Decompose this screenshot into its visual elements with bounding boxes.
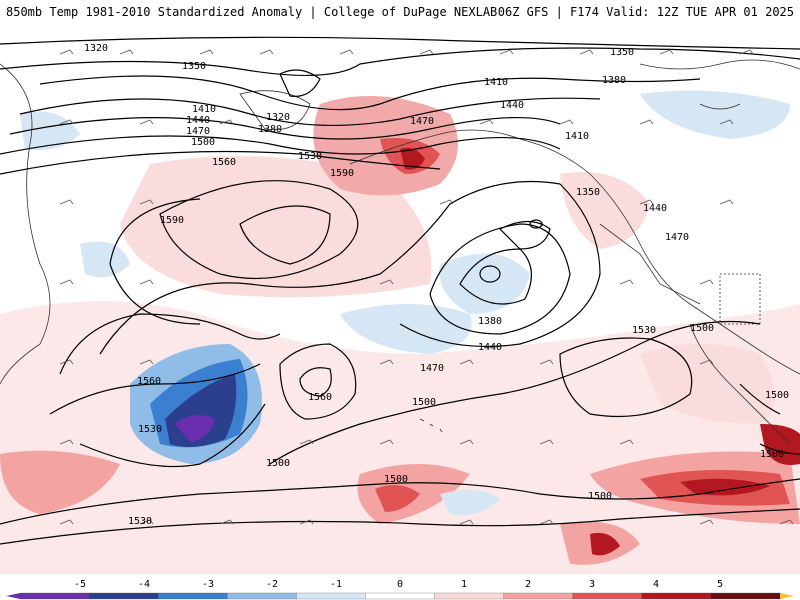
contour-label: 1320 (84, 43, 108, 54)
color-scale-segment (641, 592, 712, 600)
color-scale-tick-label: -4 (138, 579, 150, 590)
contour-label: 1440 (500, 100, 524, 111)
color-scale-tick-label: 1 (461, 579, 467, 590)
contour-label: 1470 (420, 363, 444, 374)
model-run-info: 06Z GFS | F174 Valid: 12Z TUE APR 01 202… (497, 5, 794, 19)
contour-label: 1440 (478, 342, 502, 353)
cool-anomaly-region (440, 490, 500, 515)
contour-label: 1500 (384, 474, 408, 485)
warm-anomaly-region (0, 450, 120, 514)
contour-label: 1500 (588, 491, 612, 502)
color-scale-high-arrow (780, 593, 794, 599)
contour-label: 1500 (760, 449, 784, 460)
contour-label: 1470 (186, 126, 210, 137)
color-scale-svg: -5 -4 -3 -2 -1 0 1 2 3 4 5 (6, 579, 794, 600)
contour-label: 1440 (643, 203, 667, 214)
contour-label: 1350 (576, 187, 600, 198)
contour-label: 1560 (212, 157, 236, 168)
contour-label: 1500 (191, 137, 215, 148)
color-scale-segment (158, 592, 228, 600)
color-scale-tick-label: -5 (74, 579, 86, 590)
warm-anomaly-region (760, 424, 800, 465)
contour-label: 1440 (186, 115, 210, 126)
color-scale-bar: -5 -4 -3 -2 -1 0 1 2 3 4 5 (0, 574, 800, 600)
cool-anomaly-region (175, 415, 215, 442)
color-scale-tick-label: -3 (202, 579, 214, 590)
contour-label: 1380 (602, 75, 626, 86)
warm-anomaly-region (400, 147, 425, 170)
contour-label: 1500 (765, 390, 789, 401)
color-scale-tick-label: 5 (717, 579, 723, 590)
contour-label: 1350 (182, 61, 206, 72)
contour-labels: 1320 1350 1410 1440 1470 1500 1530 1560 … (84, 43, 789, 527)
contour-label: 1410 (565, 131, 589, 142)
contour-label: 1590 (330, 168, 354, 179)
color-scale-segment (88, 592, 159, 600)
contour-label: 1380 (258, 124, 282, 135)
color-scale-tick-label: 4 (653, 579, 659, 590)
color-scale-segment (227, 592, 298, 600)
contour-label: 1530 (632, 325, 656, 336)
cool-anomaly-region (80, 241, 130, 278)
contour-label: 1530 (128, 516, 152, 527)
warm-anomaly-region (590, 532, 620, 556)
contour-label: 1410 (192, 104, 216, 115)
color-scale-tick-label: 3 (589, 579, 595, 590)
warm-anomaly-region (375, 485, 420, 512)
cool-anomaly-region (640, 90, 790, 139)
contour-label: 1380 (478, 316, 502, 327)
color-scale-tick-label: -2 (266, 579, 278, 590)
color-scale-segments (6, 592, 794, 600)
map-title: 850mb Temp 1981-2010 Standardized Anomal… (6, 5, 498, 19)
color-scale-segment (434, 592, 505, 600)
color-scale-ticks: -5 -4 -3 -2 -1 0 1 2 3 4 5 (74, 579, 723, 590)
contour-label: 1470 (410, 116, 434, 127)
contour-label: 1500 (690, 323, 714, 334)
contour-label: 1560 (308, 392, 332, 403)
color-scale-segment (572, 592, 643, 600)
warm-anomaly-region (680, 478, 770, 496)
contour-label: 1470 (665, 232, 689, 243)
warm-anomaly-region (560, 172, 650, 249)
color-scale-low-arrow (6, 593, 20, 599)
contour-label: 1560 (137, 376, 161, 387)
cool-anomaly-region (439, 253, 530, 314)
anomaly-shading (0, 90, 800, 574)
map-svg: 1320 1350 1410 1440 1470 1500 1530 1560 … (0, 36, 800, 574)
contour-label: 1530 (138, 424, 162, 435)
color-scale-segment (296, 592, 367, 600)
contour-label: 1500 (412, 397, 436, 408)
height-contours (0, 36, 800, 545)
cool-anomaly-region (340, 304, 472, 354)
header-bar: 850mb Temp 1981-2010 Standardized Anomal… (0, 0, 800, 24)
color-scale-segment (710, 592, 781, 600)
cool-anomaly-region (20, 111, 80, 150)
contour-label: 1500 (266, 458, 290, 469)
contour-label: 1590 (160, 215, 184, 226)
color-scale-segment (19, 592, 90, 600)
wind-barbs (59, 49, 794, 525)
color-scale-tick-label: 0 (397, 579, 403, 590)
contour-label: 1350 (610, 47, 634, 58)
contour-label: 1410 (484, 77, 508, 88)
color-scale-tick-label: -1 (330, 579, 342, 590)
color-scale-segment (365, 592, 436, 600)
contour-label: 1320 (266, 112, 290, 123)
color-scale-segment (503, 592, 574, 600)
contour-label: 1530 (298, 151, 322, 162)
map-panel: 1320 1350 1410 1440 1470 1500 1530 1560 … (0, 24, 800, 574)
color-scale-tick-label: 2 (525, 579, 531, 590)
